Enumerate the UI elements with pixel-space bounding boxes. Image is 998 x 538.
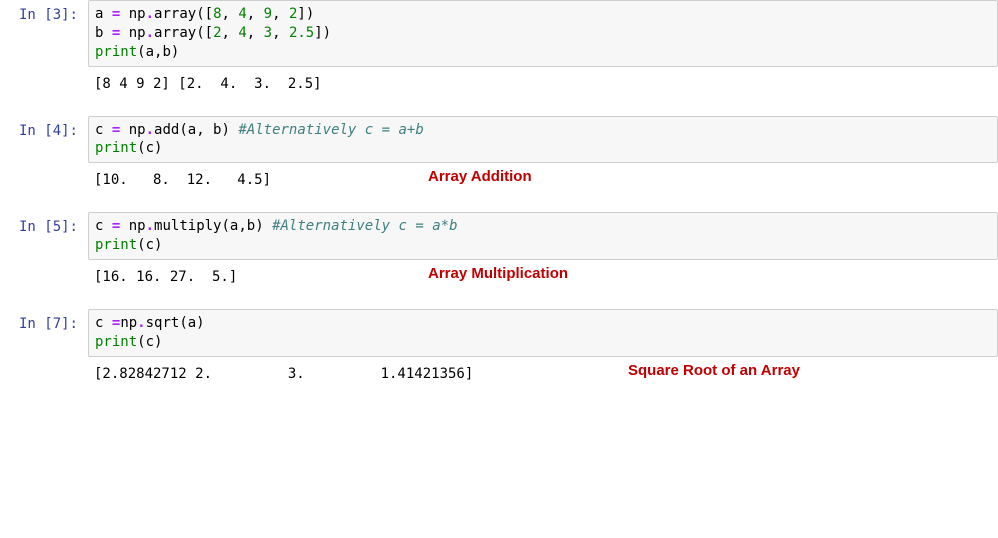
code-cell: In [5]:c = np.multiply(a,b) #Alternative… xyxy=(0,212,998,260)
out-prompt-empty xyxy=(0,167,88,177)
out-prompt-empty xyxy=(0,71,88,81)
stdout-text: [2.82842712 2. 3. 1.41421356] xyxy=(94,365,992,384)
annotation-label: Square Root of an Array xyxy=(628,361,800,381)
code-cell: In [7]:c =np.sqrt(a) print(c) xyxy=(0,309,998,357)
output-row: [8 4 9 2] [2. 4. 3. 2.5] xyxy=(0,71,998,98)
code-input[interactable]: c =np.sqrt(a) print(c) xyxy=(88,309,998,357)
notebook-container: In [3]:a = np.array([8, 4, 9, 2]) b = np… xyxy=(0,0,998,388)
in-prompt: In [5]: xyxy=(0,212,88,241)
output-row: [10. 8. 12. 4.5]Array Addition xyxy=(0,167,998,194)
code-input[interactable]: c = np.multiply(a,b) #Alternatively c = … xyxy=(88,212,998,260)
code-input[interactable]: c = np.add(a, b) #Alternatively c = a+b … xyxy=(88,116,998,164)
code-input[interactable]: a = np.array([8, 4, 9, 2]) b = np.array(… xyxy=(88,0,998,67)
stdout-text: [10. 8. 12. 4.5] xyxy=(94,171,992,190)
in-prompt: In [3]: xyxy=(0,0,88,29)
in-prompt: In [7]: xyxy=(0,309,88,338)
annotation-label: Array Multiplication xyxy=(428,264,568,284)
stdout-text: [8 4 9 2] [2. 4. 3. 2.5] xyxy=(94,75,992,94)
out-prompt-empty xyxy=(0,361,88,371)
output-area: [16. 16. 27. 5.]Array Multiplication xyxy=(88,264,998,291)
output-area: [10. 8. 12. 4.5]Array Addition xyxy=(88,167,998,194)
output-area: [2.82842712 2. 3. 1.41421356]Square Root… xyxy=(88,361,998,388)
in-prompt: In [4]: xyxy=(0,116,88,145)
output-area: [8 4 9 2] [2. 4. 3. 2.5] xyxy=(88,71,998,98)
code-cell: In [4]:c = np.add(a, b) #Alternatively c… xyxy=(0,116,998,164)
annotation-label: Array Addition xyxy=(428,167,532,187)
code-cell: In [3]:a = np.array([8, 4, 9, 2]) b = np… xyxy=(0,0,998,67)
output-row: [2.82842712 2. 3. 1.41421356]Square Root… xyxy=(0,361,998,388)
output-row: [16. 16. 27. 5.]Array Multiplication xyxy=(0,264,998,291)
out-prompt-empty xyxy=(0,264,88,274)
